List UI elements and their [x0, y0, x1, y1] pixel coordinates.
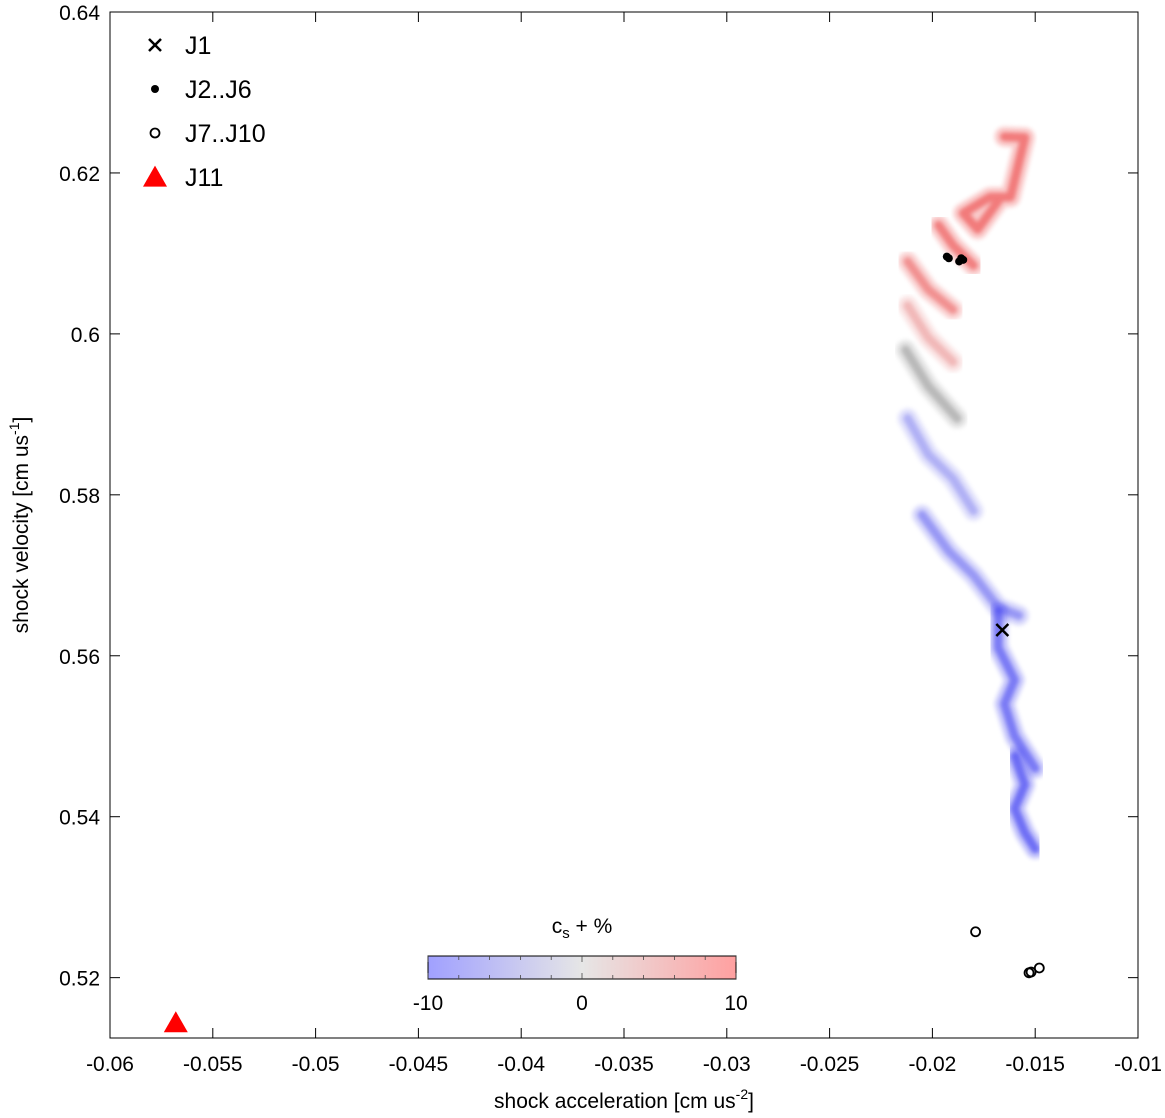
- data-point: [944, 254, 953, 263]
- sample-cloud: [993, 607, 1040, 773]
- x-tick-label: -0.035: [594, 1053, 654, 1076]
- legend-label: J1: [185, 32, 211, 60]
- data-point: [970, 926, 981, 938]
- legend-marker: [151, 85, 159, 93]
- data-markers: [163, 252, 1045, 1033]
- x-tick-label: -0.055: [183, 1053, 243, 1076]
- colorbar-tick-label: 0: [576, 992, 588, 1015]
- sample-cloud: [903, 257, 958, 315]
- legend: J1 J2..J6 J7..J10 J11: [143, 32, 266, 192]
- y-tick-label: 0.54: [59, 807, 100, 830]
- x-axis-title: shock acceleration [cm us-2]: [494, 1086, 754, 1113]
- legend-label: J11: [185, 164, 223, 192]
- plot-area-frame: [109, 11, 1139, 1039]
- colorbar-tick-label: 10: [724, 992, 747, 1015]
- x-tick-label: -0.03: [703, 1053, 751, 1076]
- x-tick-label: -0.02: [908, 1053, 956, 1076]
- sample-cloud: [903, 413, 978, 516]
- x-tick-label: -0.06: [86, 1053, 134, 1076]
- x-tick-label: -0.01: [1114, 1053, 1162, 1076]
- colorbar: cs + % -10 0 10: [413, 915, 748, 1015]
- x-tick-label: -0.05: [292, 1053, 340, 1076]
- legend-marker: [149, 127, 161, 139]
- y-tick-label: 0.6: [71, 324, 100, 347]
- data-point: [1025, 966, 1037, 978]
- colorbar-ticks: -10 0 10: [413, 956, 748, 1015]
- sample-cloud: [1010, 751, 1040, 854]
- x-axis-ticks: -0.06 -0.055 -0.05 -0.045 -0.04 -0.035 -0.03 -0…: [86, 12, 1162, 1076]
- data-point: [995, 623, 1010, 637]
- x-tick-label: -0.025: [800, 1053, 860, 1076]
- sample-cloud: [958, 132, 1030, 234]
- x-tick-label: -0.015: [1005, 1053, 1065, 1076]
- y-tick-label: 0.64: [59, 2, 100, 25]
- colorbar-tick-label: -10: [413, 992, 443, 1015]
- sample-cloud: [903, 301, 958, 367]
- data-point: [959, 255, 968, 264]
- y-tick-label: 0.58: [59, 485, 100, 508]
- sample-clouds: [895, 126, 1046, 859]
- y-tick-label: 0.52: [59, 968, 100, 991]
- x-tick-label: -0.04: [497, 1053, 545, 1076]
- y-tick-label: 0.56: [59, 646, 100, 669]
- legend-label: J2..J6: [185, 76, 252, 104]
- legend-marker: [148, 38, 162, 52]
- data-point: [163, 1011, 188, 1033]
- y-axis-ticks: 0.52 0.54 0.56 0.58 0.6 0.62 0.64: [59, 2, 1138, 991]
- y-tick-label: 0.62: [59, 163, 100, 186]
- sample-cloud: [901, 345, 962, 423]
- colorbar-title: cs + %: [552, 915, 613, 942]
- legend-marker: [143, 165, 167, 187]
- x-tick-label: -0.045: [389, 1053, 449, 1076]
- data-point: [1033, 962, 1045, 974]
- legend-label: J7..J10: [185, 120, 266, 148]
- y-axis-title: shock velocity [cm us-1]: [6, 417, 33, 634]
